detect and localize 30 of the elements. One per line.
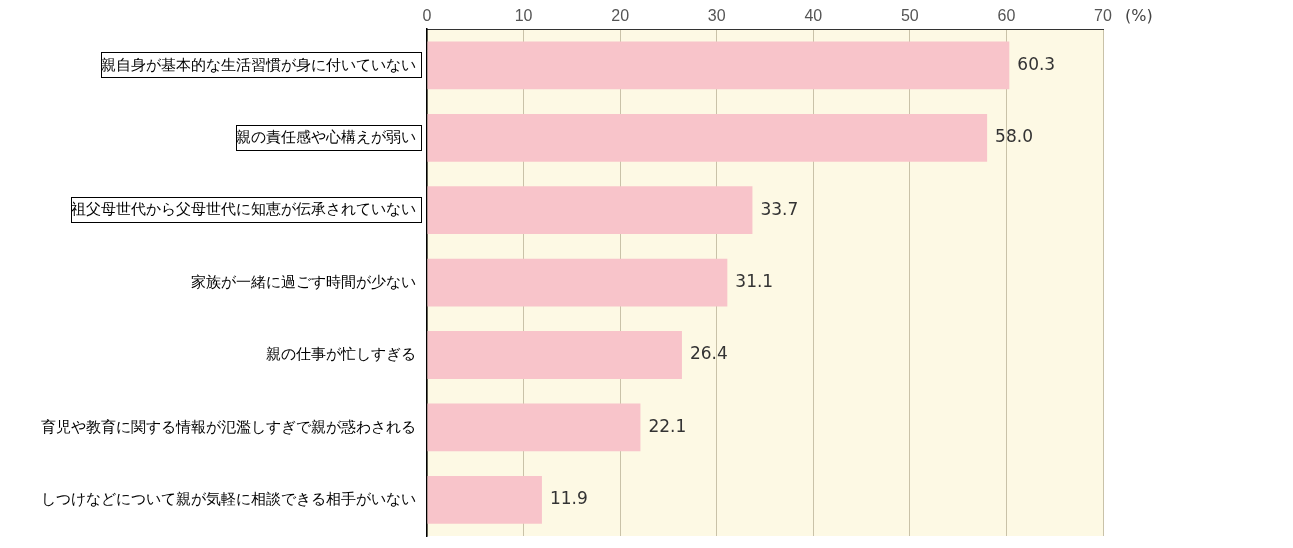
bar <box>427 403 641 452</box>
x-tick-label: 50 <box>900 7 919 25</box>
data-label: 33.7 <box>760 198 799 219</box>
data-label: 60.3 <box>1017 53 1056 74</box>
bar <box>427 41 1010 90</box>
x-tick-label: 10 <box>514 7 533 25</box>
x-axis-title: (%) <box>1125 5 1153 25</box>
bar <box>427 113 988 162</box>
bar <box>427 475 542 524</box>
y-tick-label: 親の責任感や心構えが弱い <box>236 127 416 145</box>
y-tick-label: しつけなどについて親が気軽に相談できる相手がいない <box>41 489 416 507</box>
y-tick-label: 親自身が基本的な生活習慣が身に付いていない <box>101 55 416 73</box>
y-tick-label: 親の仕事が忙しすぎる <box>266 345 416 363</box>
x-tick-label: 30 <box>707 7 726 25</box>
bar <box>427 258 728 307</box>
data-label: 22.1 <box>648 415 687 436</box>
data-label: 26.4 <box>689 343 728 364</box>
x-tick-label: 60 <box>997 7 1016 25</box>
x-tick-label: 0 <box>422 7 432 25</box>
data-label: 31.1 <box>735 271 774 292</box>
y-tick-label: 育児や教育に関する情報が氾濫しすぎで親が惑わされる <box>41 417 416 435</box>
bar <box>427 186 753 235</box>
x-tick-label: 70 <box>1094 7 1112 25</box>
y-tick-label: 家族が一緒に過ごす時間が少ない <box>191 272 416 290</box>
data-label: 58.0 <box>995 126 1033 147</box>
x-tick-label: 20 <box>611 7 630 25</box>
y-tick-label: 祖父母世代から父母世代に知恵が伝承されていない <box>71 200 416 218</box>
x-tick-label: 40 <box>804 7 823 25</box>
bar <box>427 331 682 379</box>
data-label: 11.9 <box>549 488 588 509</box>
